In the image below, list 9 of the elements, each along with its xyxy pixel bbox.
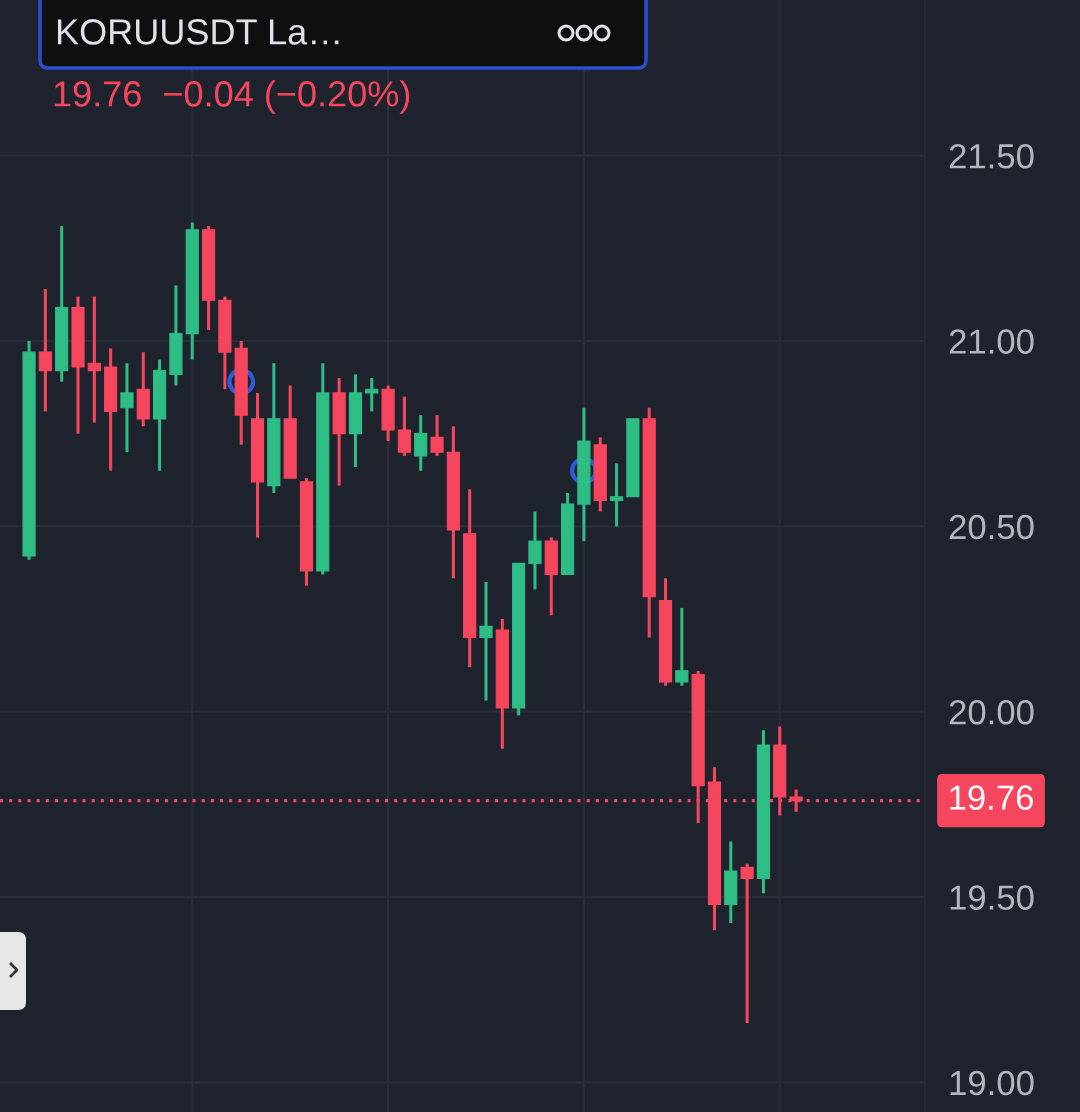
y-tick-label: 21.00 <box>949 329 1034 354</box>
text: 19.76 −0.04 (−0.20%) <box>54 80 410 114</box>
chart-title: KORUUSDT La… <box>57 19 339 45</box>
y-tick-label: 19.00 <box>950 1070 1034 1096</box>
y-tick-label: 21.50 <box>949 144 1034 169</box>
y-tick-label: 19.50 <box>950 885 1034 910</box>
ref-line-label: 19.76 <box>950 785 1033 810</box>
y-tick-label: 20.50 <box>949 514 1034 540</box>
y-tick-label: 20.00 <box>949 700 1034 725</box>
